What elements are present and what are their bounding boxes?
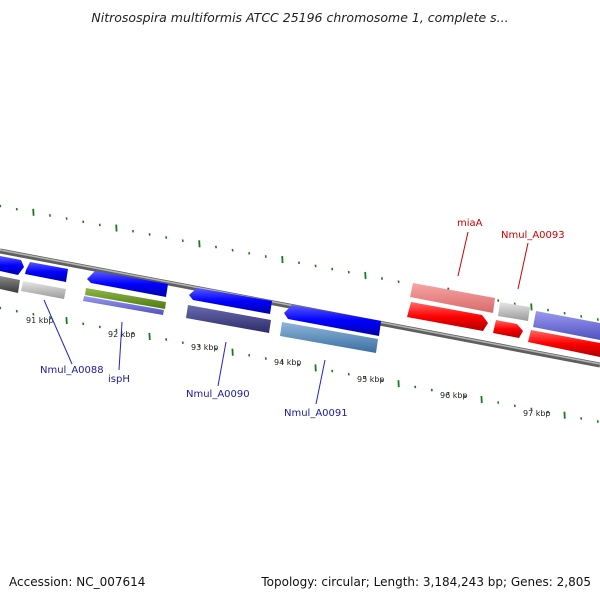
upper-tick-ruler	[0, 204, 599, 321]
Nmul_A0093-gene-arrow[interactable]	[493, 320, 523, 338]
gene-features	[0, 256, 600, 357]
gene-bar[interactable]	[83, 296, 164, 315]
leader-miaA	[457, 231, 469, 277]
gene-arrow[interactable]	[25, 262, 68, 282]
lower-tick-ruler	[0, 306, 599, 423]
gene-bar[interactable]	[533, 311, 600, 340]
leader-Nmul_A0088	[43, 299, 73, 365]
tick-label-96: 96 kbp	[440, 391, 468, 400]
miaA-gene-selected[interactable]	[410, 283, 495, 313]
Nmul_A0093-gene-selected[interactable]	[498, 302, 530, 321]
tick-label-91: 91 kbp	[26, 316, 54, 325]
tick-label-95: 95 kbp	[357, 375, 385, 384]
miaA-gene-arrow[interactable]	[407, 302, 488, 331]
tick-labels: 91 kbp 92 kbp 93 kbp 94 kbp 95 kbp 96 kb…	[26, 316, 551, 418]
tick-label-92: 92 kbp	[108, 330, 136, 339]
gene-label-Nmul_A0091[interactable]: Nmul_A0091	[284, 408, 348, 419]
genome-stats-text: Topology: circular; Length: 3,184,243 bp…	[261, 575, 591, 589]
tick-label-93: 93 kbp	[191, 343, 219, 352]
gene-arrow[interactable]	[0, 256, 24, 275]
gene-label-Nmul_A0093[interactable]: Nmul_A0093	[501, 230, 565, 241]
Nmul_A0091-gene[interactable]	[284, 305, 381, 336]
accession-text: Accession: NC_007614	[9, 575, 146, 589]
gene-bar[interactable]	[0, 276, 20, 293]
tick-label-97: 97 kbp	[523, 409, 551, 418]
Nmul_A0090-gene[interactable]	[189, 288, 272, 314]
leader-Nmul_A0093	[517, 242, 529, 290]
tick-label-94: 94 kbp	[274, 358, 302, 367]
gene-bar[interactable]	[280, 322, 378, 353]
gene-labels: Nmul_A0088 ispH Nmul_A0090 Nmul_A0091 mi…	[40, 218, 565, 419]
gene-label-miaA[interactable]: miaA	[457, 218, 483, 229]
gene-bar[interactable]	[85, 288, 166, 309]
gene-bar[interactable]	[21, 281, 66, 299]
gene-label-Nmul_A0088[interactable]: Nmul_A0088	[40, 365, 104, 376]
ispH-gene[interactable]	[87, 271, 168, 297]
leader-ispH	[118, 321, 123, 371]
gene-label-Nmul_A0090[interactable]: Nmul_A0090	[186, 389, 250, 400]
gene-bar[interactable]	[186, 305, 271, 333]
leader-Nmul_A0090	[217, 341, 227, 387]
gene-label-ispH[interactable]: ispH	[108, 374, 130, 385]
gene-arrow[interactable]	[528, 330, 600, 357]
label-leaders	[43, 231, 529, 405]
map-title: Nitrosospira multiformis ATCC 25196 chro…	[91, 10, 509, 25]
leader-Nmul_A0091	[315, 359, 326, 405]
